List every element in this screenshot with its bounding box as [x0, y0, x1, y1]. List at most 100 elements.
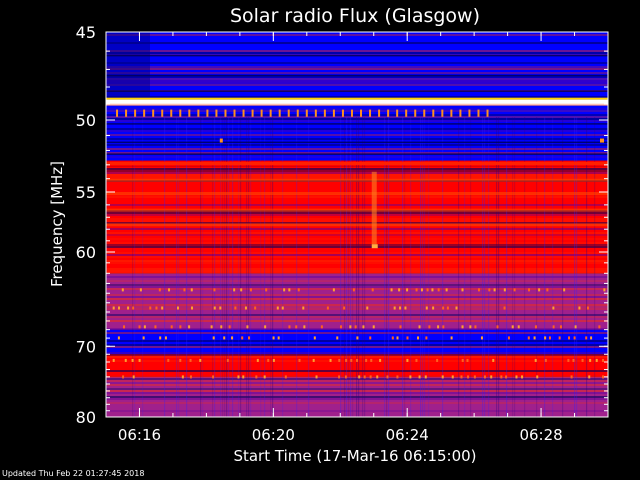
row-texture: [106, 316, 608, 318]
chart-title: Solar radio Flux (Glasgow): [230, 5, 480, 27]
column-texture: [594, 117, 596, 417]
interference-tick: [314, 109, 317, 117]
column-texture: [270, 117, 272, 417]
interference-dot: [168, 288, 171, 292]
interference-dot: [117, 336, 120, 340]
column-texture: [202, 117, 204, 417]
interference-dot: [488, 288, 491, 292]
row-texture: [106, 354, 608, 356]
column-texture: [240, 117, 242, 417]
column-texture: [536, 117, 538, 417]
interference-dot: [354, 325, 357, 329]
interference-dot: [406, 336, 409, 340]
row-texture: [106, 120, 608, 122]
interference-dot: [138, 325, 141, 329]
interference-dot: [581, 358, 584, 362]
interference-dot: [332, 288, 335, 292]
x-tick-label: 06:20: [252, 426, 295, 444]
interference-dot: [490, 375, 493, 379]
interference-dot: [272, 358, 275, 362]
interference-dot: [263, 375, 266, 379]
interference-dot: [538, 288, 541, 292]
row-texture: [106, 96, 608, 98]
interference-dot: [589, 358, 592, 362]
interference-tick: [432, 109, 435, 117]
y-tick-label: 55: [76, 183, 96, 202]
row-texture: [106, 130, 608, 132]
interference-tick: [378, 109, 381, 117]
interference-dot: [404, 306, 407, 310]
red-line: [106, 162, 608, 165]
row-texture: [106, 52, 608, 54]
row-texture: [106, 246, 608, 248]
column-texture: [344, 117, 346, 417]
row-texture: [106, 34, 608, 36]
row-texture: [106, 268, 608, 270]
interference-dot: [517, 325, 520, 329]
interference-tick: [441, 109, 444, 117]
yellow-line: [106, 97, 608, 100]
interference-dot: [442, 306, 445, 310]
interference-dot: [326, 306, 329, 310]
interference-dot: [586, 306, 589, 310]
row-texture: [106, 234, 608, 236]
column-texture: [488, 117, 490, 417]
plot-frame: [105, 31, 609, 418]
interference-dot: [158, 288, 161, 292]
interference-dot: [167, 358, 170, 362]
column-texture: [350, 117, 352, 417]
interference-dot: [188, 325, 191, 329]
interference-dot: [513, 288, 516, 292]
interference-dot: [244, 306, 247, 310]
x-tick-label: 06:28: [519, 426, 562, 444]
interference-dot: [283, 288, 286, 292]
interference-dot: [277, 336, 280, 340]
interference-dot: [511, 325, 514, 329]
interference-tick: [396, 109, 399, 117]
interference-dot: [418, 325, 421, 329]
interference-dot: [199, 358, 202, 362]
burst-spot: [371, 244, 378, 249]
y-axis-label: Frequency [MHz]: [48, 161, 66, 287]
interference-dot: [399, 325, 402, 329]
column-texture: [402, 117, 404, 417]
column-texture: [576, 117, 578, 417]
column-texture: [484, 117, 486, 417]
dark-line-2: [106, 90, 608, 92]
interference-dot: [446, 306, 449, 310]
interference-dot: [603, 288, 606, 292]
column-texture: [222, 117, 224, 417]
interference-dot: [131, 358, 134, 362]
interference-dot: [191, 306, 194, 310]
column-texture: [358, 117, 360, 417]
interference-dot: [248, 336, 251, 340]
row-texture: [106, 104, 608, 106]
interference-tick: [450, 109, 453, 117]
row-texture: [106, 262, 608, 264]
interference-dot: [155, 306, 158, 310]
interference-dot: [441, 375, 444, 379]
interference-dot: [246, 325, 249, 329]
row-texture: [106, 396, 608, 398]
interference-dot: [469, 325, 472, 329]
row-texture: [106, 340, 608, 342]
row-texture: [106, 296, 608, 298]
row-texture: [106, 128, 608, 130]
row-texture: [106, 176, 608, 178]
interference-tick: [197, 109, 200, 117]
column-texture: [544, 117, 546, 417]
interference-dot: [303, 325, 306, 329]
interference-dot: [231, 336, 234, 340]
column-texture: [386, 117, 388, 417]
row-texture: [106, 298, 608, 300]
interference-dot: [122, 375, 125, 379]
interference-dot: [297, 288, 300, 292]
interference-dot: [302, 306, 305, 310]
column-texture: [296, 117, 298, 417]
interference-dot: [376, 375, 379, 379]
interference-dot: [415, 288, 418, 292]
interference-dot: [460, 375, 463, 379]
interference-dot: [139, 288, 142, 292]
interference-dot: [574, 325, 577, 329]
interference-dot: [179, 325, 182, 329]
